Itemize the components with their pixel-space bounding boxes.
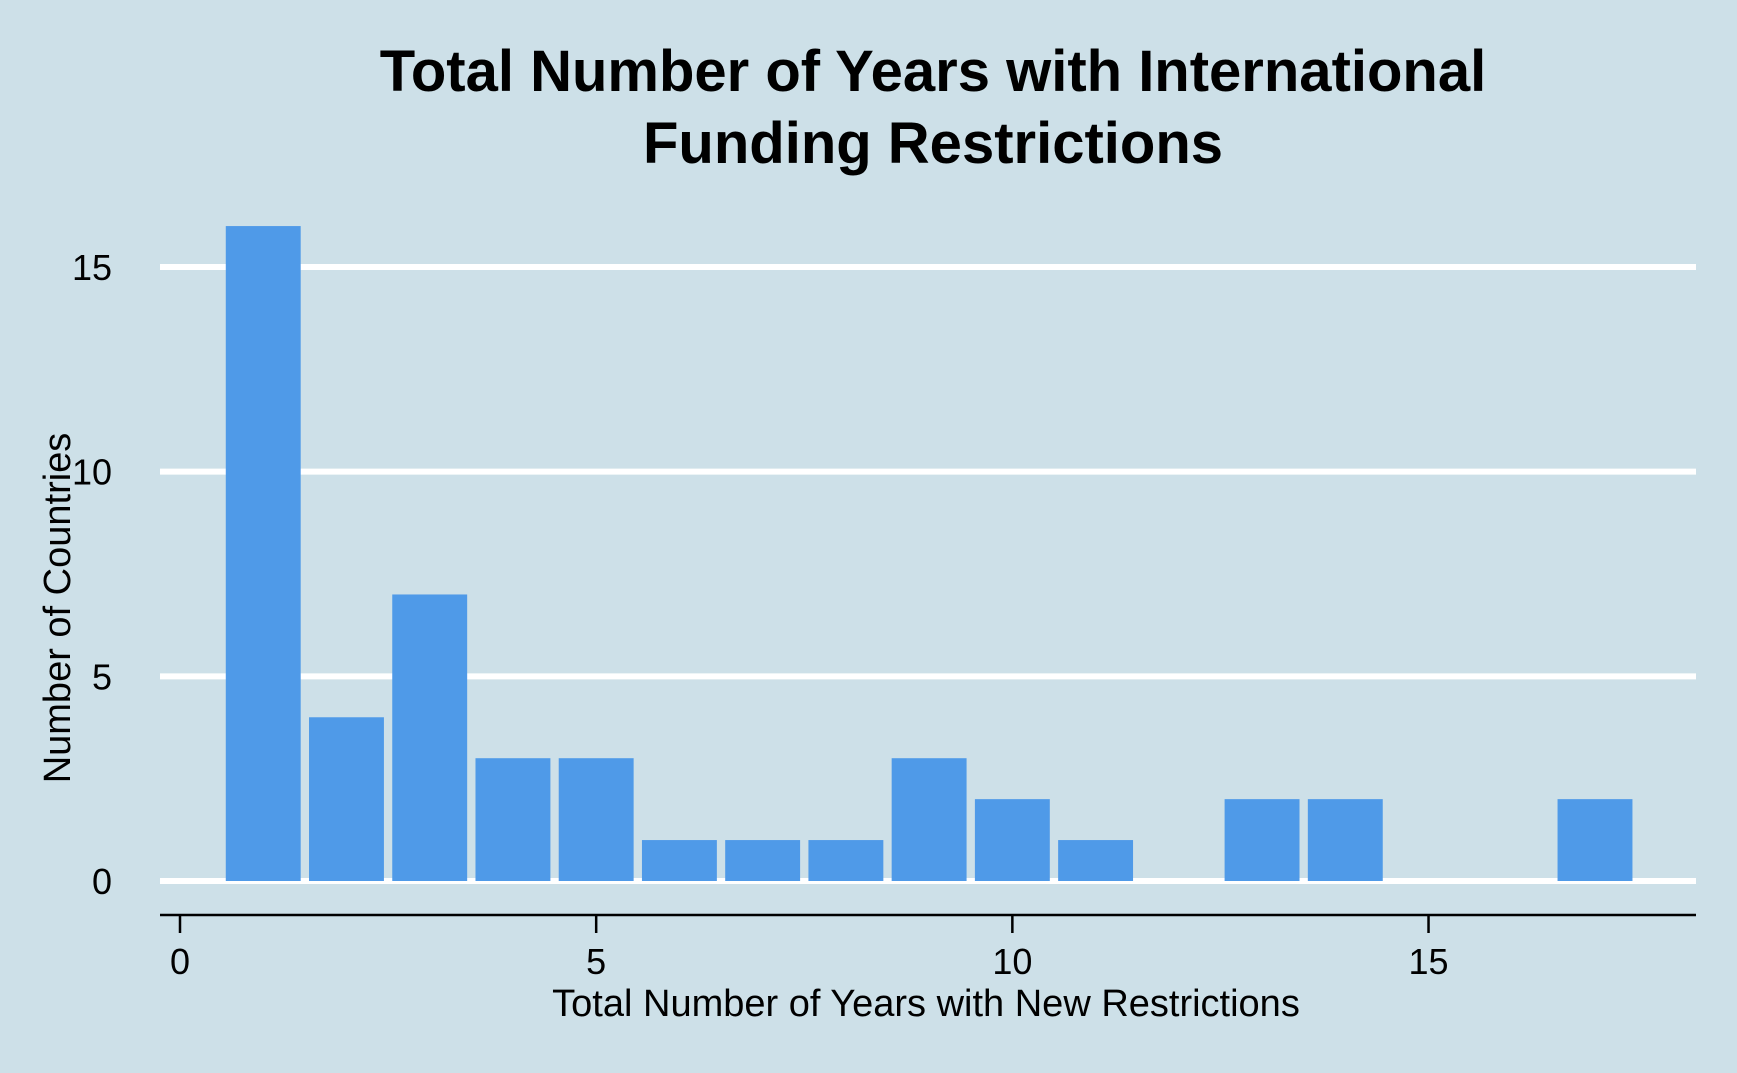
y-tick-label-5: 5	[92, 656, 112, 697]
bar-x-13	[1224, 799, 1300, 881]
x-tick-label-10: 10	[992, 941, 1032, 982]
y-axis-label: Number of Countries	[37, 433, 79, 784]
bar-x-5	[558, 758, 634, 881]
y-tick-label-10: 10	[72, 452, 112, 493]
bar-x-4	[475, 758, 551, 881]
chart-title-line-1: Total Number of Years with International	[379, 39, 1487, 104]
bar-x-9	[891, 758, 967, 881]
chart-title-line-2: Funding Restrictions	[643, 111, 1223, 176]
bar-x-7	[725, 840, 801, 881]
x-axis-label: Total Number of Years with New Restricti…	[552, 983, 1300, 1025]
bar-x-14	[1307, 799, 1383, 881]
x-tick-label-5: 5	[586, 941, 606, 982]
chart-title: Total Number of Years with International…	[0, 36, 1737, 180]
x-ticks: 0 5 10 15	[170, 915, 1449, 982]
bar-x-3	[392, 594, 468, 881]
bars	[225, 226, 1633, 882]
y-tick-label-15: 15	[72, 247, 112, 288]
x-tick-label-0: 0	[170, 941, 190, 982]
bar-x-2	[309, 717, 384, 881]
bar-x-11	[1058, 840, 1134, 881]
bar-x-6	[641, 840, 717, 881]
y-ticks: 0 5 10 15	[72, 247, 112, 902]
x-tick-label-15: 15	[1409, 941, 1449, 982]
bar-x-1	[225, 226, 301, 882]
y-tick-label-0: 0	[92, 861, 112, 902]
bar-x-10	[974, 799, 1050, 881]
bar-x-8	[808, 840, 884, 881]
bar-x-17	[1557, 799, 1633, 881]
